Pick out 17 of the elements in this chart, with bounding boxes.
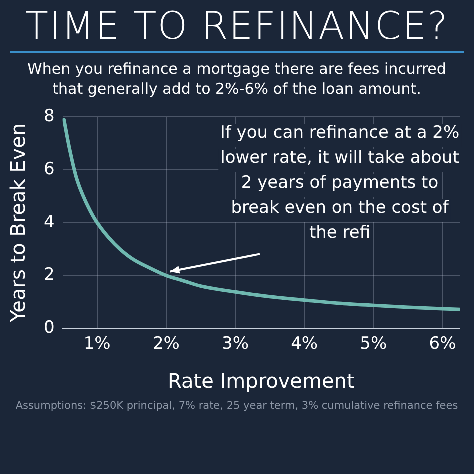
x-tick-label: 1%	[84, 334, 111, 354]
y-axis-title: Years to Break Even	[6, 123, 30, 324]
annotation: If you can refinance at a 2% lower rate, it will take about 2 years of payments to break even on the cost of the refi	[220, 123, 460, 244]
y-tick-label: 0	[44, 318, 55, 338]
text: Assumptions: $250K principal, 7% rate, 25 year term, 3% cumulative refinance fees	[14, 399, 460, 413]
x-tick-label: 2%	[152, 334, 180, 354]
x-tick-label: 5%	[360, 334, 388, 354]
x-axis-title: Rate Improvement	[168, 369, 355, 394]
chart-title: TIME TO REFINANCE?	[24, 3, 450, 48]
y-tick-label: 6	[44, 159, 55, 180]
x-tick-label: 3%	[222, 334, 249, 354]
y-tick-label: 8	[44, 106, 55, 127]
chart-subtitle: When you refinance a mortgage there are fees incurred that generally add to 2%-6% of the loan amount.	[26, 59, 448, 99]
y-tick-label: 2	[44, 265, 55, 286]
x-tick-label: 4%	[291, 334, 318, 354]
y-tick-label: 4	[44, 212, 55, 232]
x-tick-label: 6%	[429, 334, 456, 354]
